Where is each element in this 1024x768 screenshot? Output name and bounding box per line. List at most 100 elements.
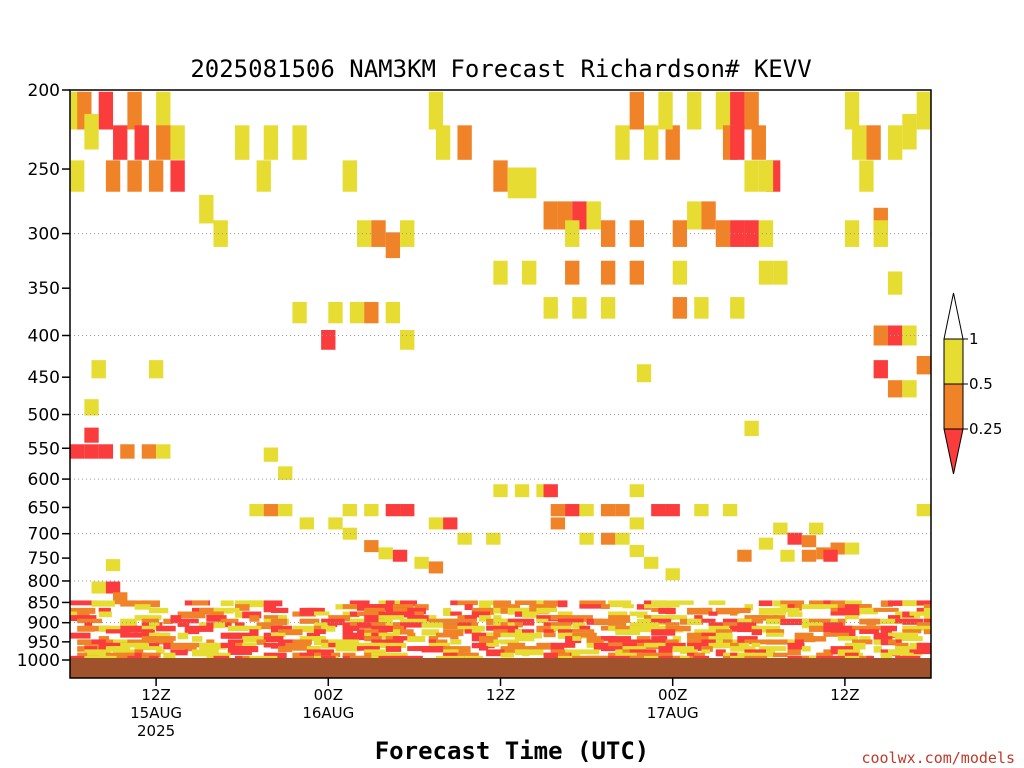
lowlevel-cell [98, 636, 110, 643]
lowlevel-cell [644, 642, 662, 648]
heatmap-cell [672, 297, 688, 319]
heatmap-cell [400, 330, 415, 350]
lowlevel-cell [170, 615, 182, 620]
lowlevel-cell [328, 615, 351, 622]
lowlevel-cell [701, 632, 720, 638]
x-axis-label: Forecast Time (UTC) [375, 737, 650, 765]
lowlevel-cell [837, 604, 849, 611]
heatmap-cell [385, 504, 401, 517]
lowlevel-cell [701, 607, 713, 612]
heatmap-cell [758, 220, 774, 247]
x-tick-label: 16AUG [302, 704, 354, 722]
heatmap-cell [672, 220, 688, 247]
ground-layer [70, 658, 931, 678]
lowlevel-cell [543, 652, 572, 659]
lowlevel-cell [672, 615, 681, 620]
lowlevel-cell [378, 611, 395, 618]
lowlevel-cell [270, 625, 292, 633]
heatmap-cell [414, 556, 429, 569]
lowlevel-cell [77, 611, 90, 618]
lowlevel-cell [364, 629, 385, 636]
heatmap-cell [364, 301, 379, 324]
lowlevel-cell [536, 615, 563, 622]
lowlevel-cell [737, 639, 749, 646]
lowlevel-cell [902, 629, 913, 636]
heatmap-cell [105, 559, 121, 572]
lowlevel-cell [148, 632, 171, 640]
y-tick-label: 200 [28, 81, 60, 101]
lowlevel-cell [837, 618, 846, 626]
lowlevel-cell [428, 615, 437, 620]
lowlevel-cell [134, 604, 151, 610]
lowlevel-cell [565, 618, 582, 625]
lowlevel-cell [801, 604, 826, 610]
lowlevel-cell [694, 615, 703, 621]
heatmap-cell [565, 260, 580, 285]
lowlevel-cell [141, 618, 159, 625]
heatmap-cell [701, 201, 716, 230]
lowlevel-cell [536, 625, 556, 633]
lowlevel-cell [866, 618, 877, 626]
lowlevel-cell [665, 607, 676, 615]
heatmap-cell [543, 201, 558, 230]
lowlevel-cell [880, 618, 909, 625]
lowlevel-cell [837, 625, 854, 633]
lowlevel-cell [335, 639, 360, 645]
heatmap-cell [780, 549, 795, 562]
lowlevel-cell [392, 636, 417, 641]
lowlevel-cell [787, 639, 800, 646]
x-tick-label: 00Z [658, 686, 687, 704]
lowlevel-cell [902, 600, 924, 607]
lowlevel-cell [184, 625, 214, 632]
heatmap-cell [105, 581, 121, 594]
lowlevel-cell [543, 632, 556, 638]
heatmap-cell [235, 125, 250, 160]
lowlevel-cell [206, 639, 215, 645]
lowlevel-cell [687, 618, 702, 625]
lowlevel-cell [235, 646, 247, 652]
lowlevel-cell [249, 636, 276, 643]
lowlevel-cell [701, 649, 710, 654]
heatmap-cell [873, 220, 888, 247]
lowlevel-cell [385, 646, 402, 652]
heatmap-cell [84, 427, 99, 443]
lowlevel-cell [148, 642, 160, 649]
lowlevel-cell [349, 642, 374, 650]
lowlevel-cell [751, 625, 781, 633]
lowlevel-cell [737, 652, 755, 659]
lowlevel-cell [751, 618, 764, 624]
colorbar-label: 1 [969, 330, 979, 348]
heatmap-cell [342, 527, 357, 540]
lowlevel-cell [134, 646, 163, 651]
y-tick-label: 500 [28, 406, 60, 426]
lowlevel-cell [902, 625, 914, 631]
lowlevel-cell [227, 649, 252, 655]
lowlevel-cell [163, 642, 172, 650]
heatmap-cell [91, 581, 106, 594]
lowlevel-cell [256, 639, 266, 645]
lowlevel-cell [235, 604, 250, 611]
lowlevel-cell [371, 632, 380, 638]
lowlevel-cell [471, 632, 501, 638]
lowlevel-cell [285, 639, 296, 646]
lowlevel-cell [478, 615, 492, 622]
lowlevel-cell [486, 625, 496, 631]
lowlevel-cell [572, 629, 587, 636]
lowlevel-cell [91, 639, 108, 645]
lowlevel-cell [780, 618, 808, 626]
lowlevel-cell [357, 611, 379, 617]
lowlevel-cell [658, 652, 673, 657]
lowlevel-cell [500, 632, 530, 638]
x-tick-label: 12Z [830, 686, 859, 704]
lowlevel-cell [378, 629, 388, 635]
lowlevel-cell [773, 600, 786, 607]
lowlevel-cell [751, 615, 778, 620]
lowlevel-cell [529, 604, 557, 610]
lowlevel-cell [428, 636, 439, 642]
heatmap-cell [615, 504, 630, 517]
lowlevel-cell [113, 646, 131, 652]
lowlevel-cell [715, 629, 732, 634]
lowlevel-cell [809, 625, 833, 632]
lowlevel-cell [672, 636, 682, 643]
lowlevel-cell [844, 642, 866, 650]
